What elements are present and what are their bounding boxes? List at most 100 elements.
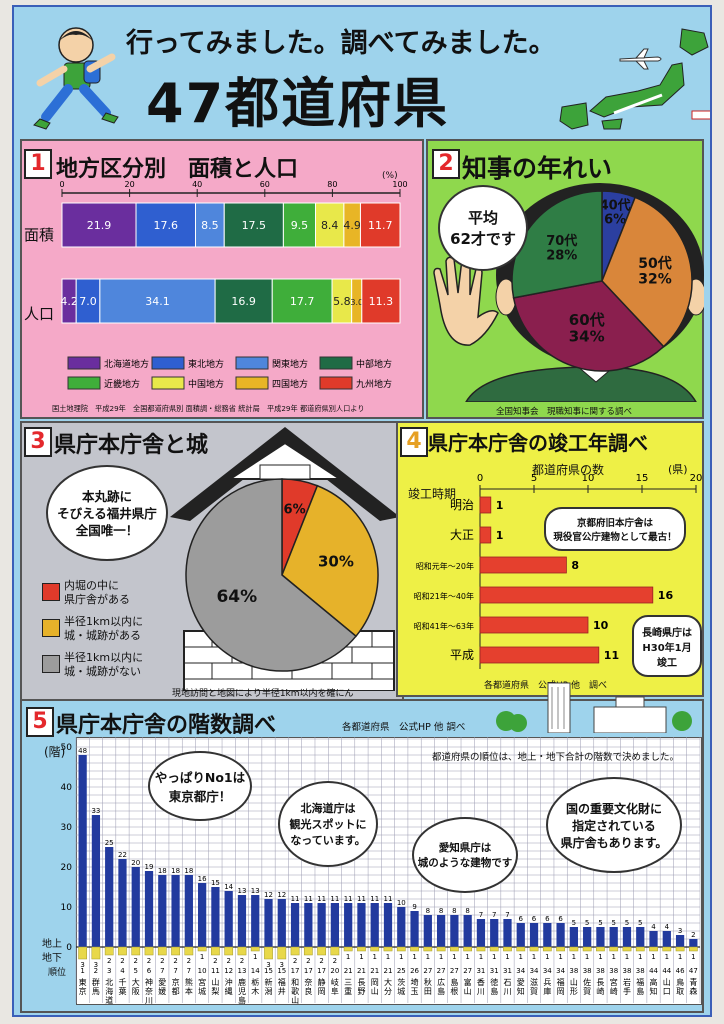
section5-title: 県庁本庁舎の階数調べ (56, 713, 277, 738)
s5-basement-bar (450, 946, 459, 952)
s5-prefecture-label: 鹿 (238, 977, 246, 987)
s5-ground-value: 11 (291, 895, 300, 903)
s4-tick-label: 5 (531, 473, 537, 484)
s1-value-label: 4.9 (343, 219, 361, 232)
s5-ground-value: 7 (479, 911, 483, 919)
s5-ground-value: 33 (91, 807, 100, 815)
s5-basement-value: 1 (585, 953, 589, 961)
s5-prefecture-label: 三 (344, 978, 352, 987)
s5-ground-bar (144, 871, 154, 947)
s5-basement-value: 2 (120, 957, 124, 965)
s5-basement-value: 1 (492, 953, 496, 961)
s5-basement-value: 1 (359, 953, 363, 961)
s5-ground-bar (503, 919, 512, 947)
s4-bar (479, 556, 567, 574)
s5-basement-value: 1 (399, 953, 403, 961)
s5-prefecture-label: 大 (384, 977, 392, 987)
s5-hokkaido-bubble: 北海道庁は 観光スポットに なっています。 (278, 781, 378, 867)
s5-ground-bar (569, 927, 578, 947)
s5-basement-bar (277, 946, 287, 960)
s5-prefecture-label: 崎 (610, 986, 618, 996)
s5-basement-value: 1 (558, 953, 562, 961)
s5-basement-value: 3 (94, 961, 98, 969)
s1-legend-swatch (235, 376, 269, 390)
s5-basement-bar (463, 946, 473, 952)
s5-ground-bar (543, 923, 552, 947)
s5-rank: 4 (120, 967, 125, 975)
s5-source: 各都道府県 公式HP 他 調べ (342, 722, 466, 733)
s1-bar-segment (99, 278, 216, 324)
s4-source: 各都道府県 公式HP 他 調べ (484, 681, 608, 691)
s5-ground-value: 25 (105, 839, 114, 847)
s4-tick-label: 0 (477, 473, 483, 484)
s5-ground-bar (118, 859, 127, 947)
s5-basement-bar (290, 946, 300, 956)
s5-prefecture-label: 重 (344, 986, 352, 996)
s5-ground-value: 11 (344, 895, 353, 903)
s5-prefecture-label: 青 (689, 977, 697, 987)
s5-ground-value: 5 (598, 919, 602, 927)
s5-ground-value: 13 (237, 887, 246, 895)
s5-basement-bar (476, 946, 486, 952)
s5-basement-value: 2 (213, 957, 217, 965)
s5-prefecture-label: 児 (238, 987, 246, 996)
s5-prefecture-label: 栃 (251, 977, 259, 987)
s5-rank: 38 (609, 967, 618, 975)
s1-value-label: 34.1 (145, 295, 170, 308)
header-subtitle: 行ってみました。調べてみました。 (126, 28, 556, 59)
s5-basement-bar (423, 946, 433, 952)
s5-prefecture-label: 石 (503, 978, 511, 987)
s5-ground-bar (662, 931, 671, 947)
s5-tick-label: 50 (61, 743, 73, 753)
s5-prefecture-label: 奈 (304, 977, 312, 987)
s5-ground-bar (131, 867, 140, 947)
s4-bar (479, 526, 492, 544)
s5-basement-value: 1 (505, 953, 509, 961)
s5-prefecture-label: 香 (477, 977, 485, 987)
s5-ground-bar (264, 899, 273, 947)
s1-value-label: 17.6 (154, 219, 179, 232)
s1-tick-label: 100 (392, 180, 407, 189)
s5-basement-value: 1 (572, 953, 576, 961)
s5-prefecture-label: 山 (211, 977, 219, 987)
s5-prefecture-label: 熊 (185, 977, 193, 987)
s5-ground-bar (224, 891, 233, 947)
s2-slice-label: 32% (638, 271, 672, 287)
s1-value-label: 21.9 (87, 219, 112, 232)
s1-tick-label: 20 (125, 180, 135, 189)
s4-nagasaki-bubble: 長崎県庁は H30年1月 竣工 (632, 615, 702, 677)
s5-basement-bar (78, 946, 88, 960)
s5-rank: 38 (596, 967, 605, 975)
s5-ground-value: 4 (665, 923, 670, 931)
s1-bar-segment (361, 278, 401, 324)
s5-rank: 12 (224, 967, 233, 975)
s5-rank: 26 (410, 967, 419, 975)
section2-title: 知事の年れい (462, 154, 613, 183)
s5-ground-bar (675, 935, 685, 947)
s5-rank: 20 (330, 967, 339, 975)
s5-basement-value: 2 (134, 957, 138, 965)
s5-ground-bar (370, 903, 379, 947)
s1-tick-label: 0 (59, 180, 64, 189)
s5-rank: 1 (80, 967, 84, 975)
s5-prefecture-label: 葉 (118, 986, 126, 996)
s1-value-label: 7.0 (79, 295, 97, 308)
s4-category-label: 明治 (450, 498, 474, 512)
s5-basement-value: 3 (266, 961, 270, 969)
s1-value-label: 5.8 (333, 295, 351, 308)
s4-category-label: 大正 (450, 528, 474, 542)
s5-ground-bar (290, 903, 300, 947)
s5-basement-bar (410, 946, 419, 952)
s5-rank: 14 (251, 967, 260, 975)
s5-rank: 27 (450, 967, 459, 975)
s5-prefecture-label: 玉 (411, 987, 419, 996)
s5-basement-value: 1 (439, 953, 443, 961)
s5-prefecture-label: 徳 (490, 977, 498, 987)
s1-bar-segment (61, 202, 137, 248)
s5-basement-bar (688, 946, 698, 952)
s5-ground-bar (330, 903, 340, 947)
s5-prefecture-label: 福 (636, 978, 644, 987)
s5-basement-bar (131, 946, 141, 956)
s5-ground-bar (609, 927, 618, 947)
s1-legend-swatch (67, 356, 101, 370)
